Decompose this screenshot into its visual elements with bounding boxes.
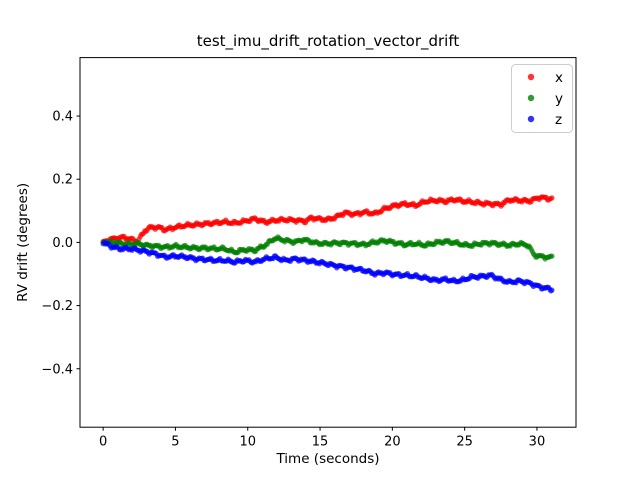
- legend-marker-z-icon: [527, 115, 535, 123]
- data-points: [100, 194, 555, 294]
- axis-ticks: 0 5 10 15 20 25 30 −0.4 −0.2 0.0 0.2 0.4: [41, 110, 545, 450]
- legend-label-y: y: [555, 91, 563, 107]
- series-z-points: [100, 239, 555, 294]
- x-tick-label: 5: [171, 435, 179, 450]
- y-tick-label: 0.2: [52, 173, 73, 188]
- x-tick-label: 30: [529, 435, 546, 450]
- legend-marker-x-icon: [527, 73, 535, 81]
- y-tick-label: 0.4: [52, 110, 73, 125]
- legend-box: [511, 64, 573, 133]
- x-tick-label: 20: [384, 435, 401, 450]
- x-tick-label: 25: [456, 435, 473, 450]
- y-tick-label: −0.4: [41, 362, 73, 377]
- legend-label-z: z: [555, 112, 562, 128]
- y-tick-label: 0.0: [52, 236, 73, 251]
- data-point: [549, 253, 555, 259]
- x-tick-label: 10: [239, 435, 256, 450]
- data-point: [549, 195, 555, 201]
- legend: xyz: [511, 64, 573, 133]
- y-tick-label: −0.2: [41, 299, 73, 314]
- y-axis-label: RV drift (degrees): [15, 183, 31, 302]
- series-x-points: [100, 194, 555, 245]
- x-axis-label: Time (seconds): [275, 451, 379, 467]
- series-y-points: [100, 234, 555, 262]
- legend-label-x: x: [555, 70, 563, 86]
- x-tick-label: 15: [312, 435, 329, 450]
- x-tick-label: 0: [99, 435, 107, 450]
- chart-title: test_imu_drift_rotation_vector_drift: [197, 32, 460, 51]
- plot-border: [79, 57, 577, 428]
- legend-marker-y-icon: [527, 94, 535, 102]
- data-point: [549, 287, 555, 293]
